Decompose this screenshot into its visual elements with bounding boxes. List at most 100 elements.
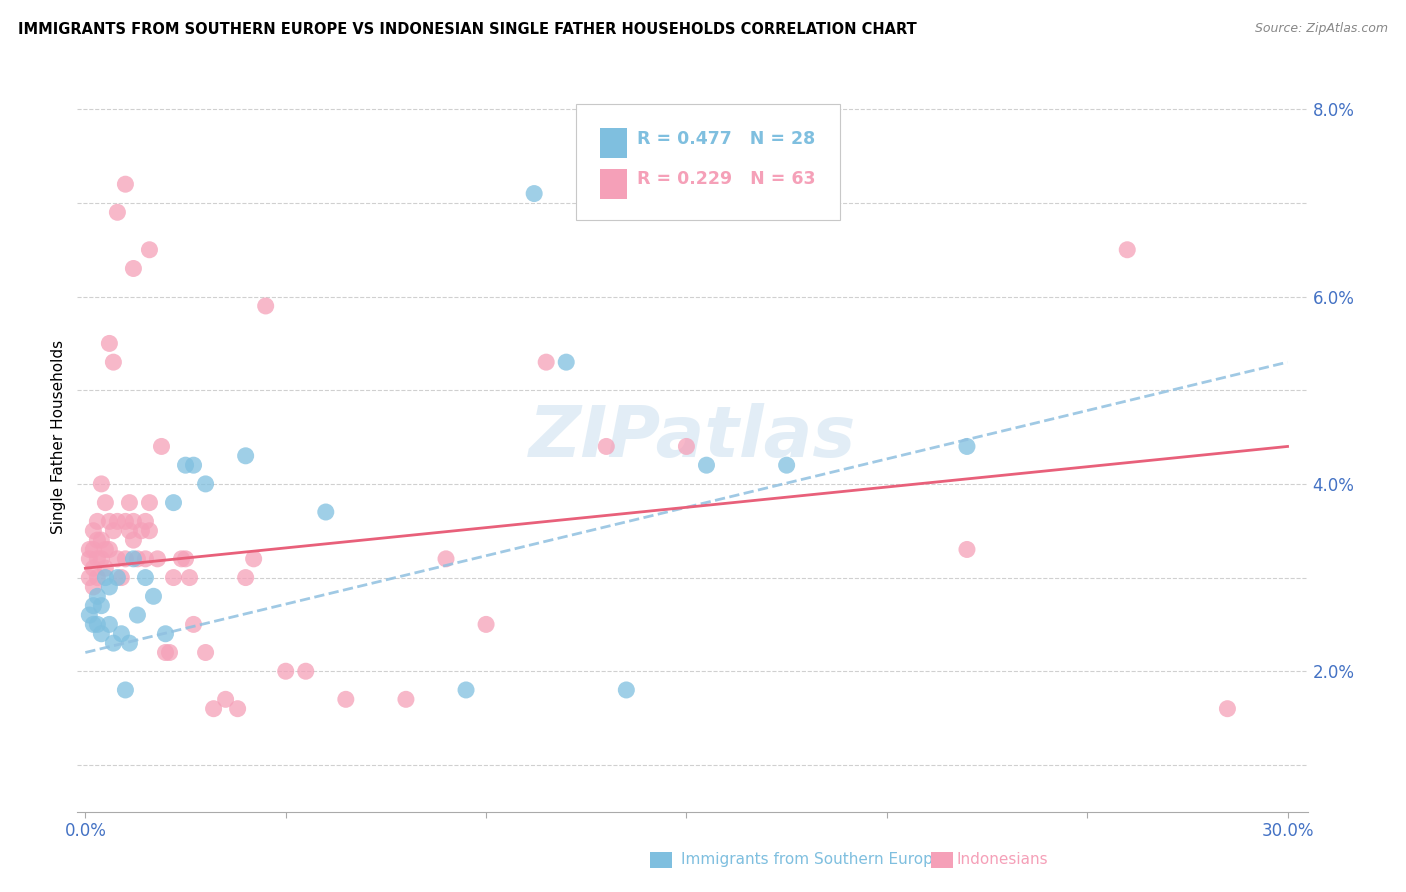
Point — [159, 646, 181, 660]
Point — [103, 355, 125, 369]
Point — [315, 505, 337, 519]
Point — [194, 476, 217, 491]
Text: R = 0.229   N = 63: R = 0.229 N = 63 — [637, 170, 815, 188]
Point — [138, 524, 160, 538]
Point — [454, 683, 477, 698]
Point — [274, 664, 297, 678]
Point — [86, 589, 108, 603]
Point — [82, 561, 104, 575]
Point — [127, 551, 149, 566]
Point — [82, 542, 104, 557]
Point — [122, 261, 145, 276]
Point — [1216, 701, 1239, 715]
Point — [82, 599, 104, 613]
Point — [98, 580, 121, 594]
Point — [956, 440, 979, 453]
Point — [202, 701, 225, 715]
Point — [155, 646, 177, 660]
Point — [90, 476, 112, 491]
FancyBboxPatch shape — [600, 169, 627, 199]
Point — [138, 243, 160, 257]
Point — [110, 571, 132, 585]
Point — [127, 608, 149, 623]
Point — [98, 514, 121, 528]
Point — [90, 626, 112, 640]
FancyBboxPatch shape — [575, 103, 841, 219]
Point — [82, 617, 104, 632]
Point — [90, 551, 112, 566]
Point — [134, 571, 156, 585]
Point — [94, 571, 117, 585]
Point — [86, 551, 108, 566]
Point — [146, 551, 169, 566]
Point — [131, 524, 153, 538]
Point — [79, 608, 101, 623]
Point — [174, 458, 197, 472]
Point — [90, 599, 112, 613]
Point — [122, 533, 145, 547]
Text: Indonesians: Indonesians — [956, 853, 1047, 867]
Point — [155, 626, 177, 640]
Text: ZIPatlas: ZIPatlas — [529, 402, 856, 472]
Point — [475, 617, 498, 632]
Point — [103, 524, 125, 538]
Point — [86, 571, 108, 585]
Point — [86, 617, 108, 632]
Point — [235, 571, 257, 585]
Point — [118, 495, 141, 509]
Point — [150, 440, 173, 453]
Point — [614, 683, 637, 698]
Point — [94, 495, 117, 509]
Point — [79, 542, 101, 557]
Point — [174, 551, 197, 566]
Point — [82, 524, 104, 538]
Point — [170, 551, 193, 566]
Point — [138, 495, 160, 509]
Point — [655, 205, 678, 219]
Point — [595, 440, 617, 453]
Point — [555, 355, 578, 369]
Point — [86, 533, 108, 547]
Point — [134, 514, 156, 528]
Point — [79, 551, 101, 566]
Point — [122, 514, 145, 528]
Point — [1116, 243, 1139, 257]
Point — [675, 440, 697, 453]
Point — [114, 514, 136, 528]
Point — [107, 514, 129, 528]
Y-axis label: Single Father Households: Single Father Households — [51, 340, 66, 534]
Point — [214, 692, 236, 706]
Point — [114, 551, 136, 566]
Text: Immigrants from Southern Europe: Immigrants from Southern Europe — [681, 853, 942, 867]
Point — [107, 205, 129, 219]
Point — [107, 551, 129, 566]
Point — [194, 646, 217, 660]
Point — [242, 551, 264, 566]
Point — [183, 458, 205, 472]
Text: Source: ZipAtlas.com: Source: ZipAtlas.com — [1254, 22, 1388, 36]
Point — [118, 524, 141, 538]
Point — [98, 336, 121, 351]
FancyBboxPatch shape — [600, 128, 627, 159]
Point — [94, 542, 117, 557]
Point — [534, 355, 557, 369]
Point — [122, 551, 145, 566]
Point — [79, 571, 101, 585]
Point — [162, 571, 184, 585]
Point — [98, 617, 121, 632]
Point — [114, 177, 136, 192]
Point — [775, 458, 797, 472]
Point — [956, 542, 979, 557]
Text: IMMIGRANTS FROM SOUTHERN EUROPE VS INDONESIAN SINGLE FATHER HOUSEHOLDS CORRELATI: IMMIGRANTS FROM SOUTHERN EUROPE VS INDON… — [18, 22, 917, 37]
Point — [110, 626, 132, 640]
Point — [107, 571, 129, 585]
Point — [294, 664, 316, 678]
Point — [395, 692, 418, 706]
Point — [94, 561, 117, 575]
Point — [82, 580, 104, 594]
Point — [86, 514, 108, 528]
Point — [162, 495, 184, 509]
Point — [114, 683, 136, 698]
Point — [103, 636, 125, 650]
Point — [134, 551, 156, 566]
